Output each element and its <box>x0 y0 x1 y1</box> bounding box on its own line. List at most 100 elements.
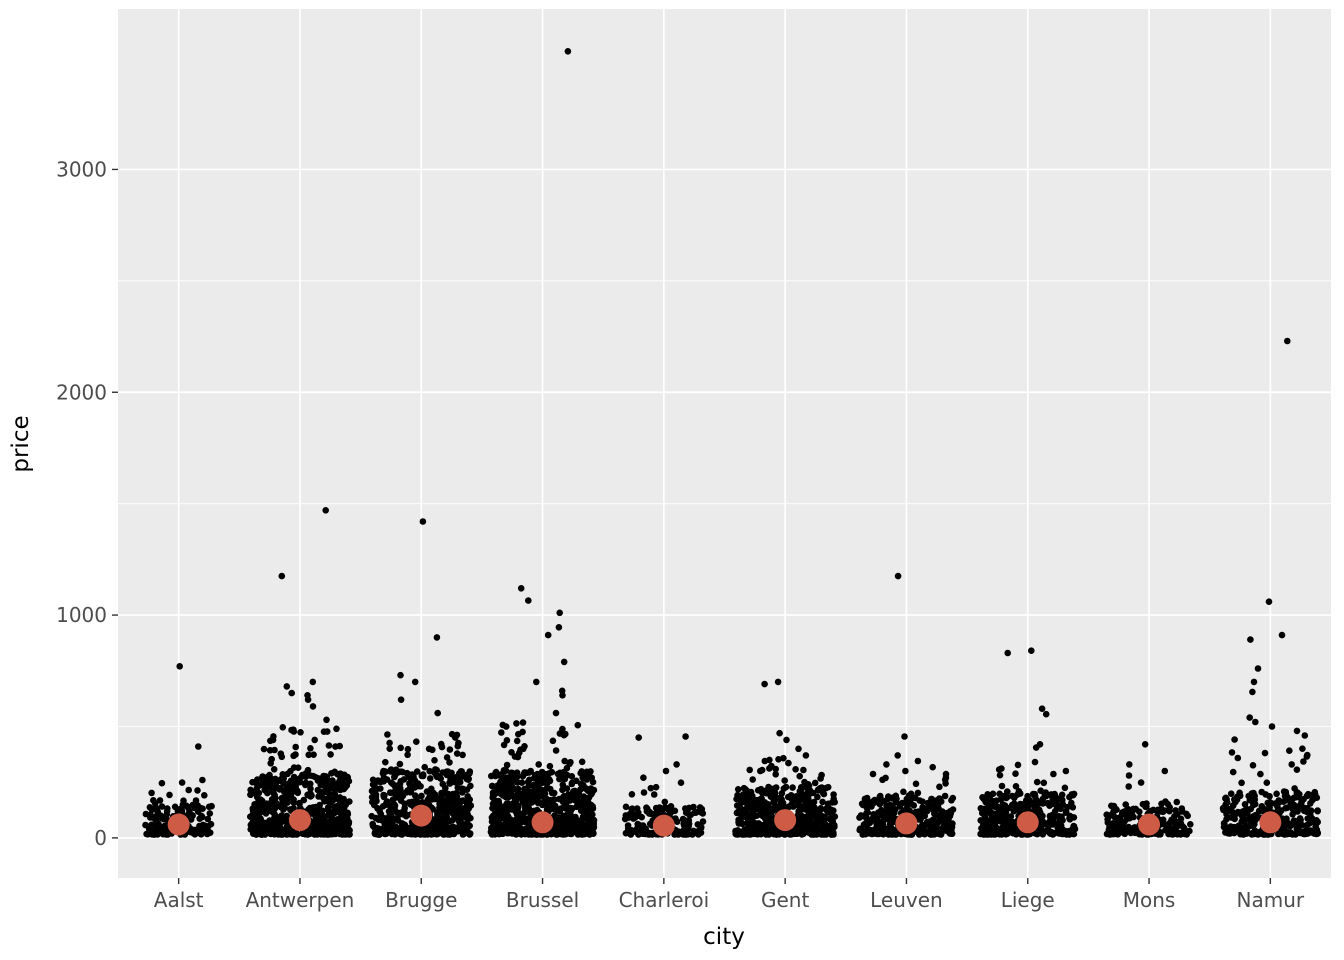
data-point <box>392 766 400 773</box>
data-point <box>780 830 788 838</box>
data-point <box>741 793 748 801</box>
data-point <box>858 800 866 808</box>
data-point <box>1064 803 1071 811</box>
data-point <box>1247 805 1255 813</box>
data-point <box>258 830 266 837</box>
data-point <box>1298 798 1305 805</box>
data-point <box>520 809 528 816</box>
x-tick-label: Brugge <box>385 888 457 912</box>
data-point <box>388 779 395 786</box>
data-point <box>331 768 339 776</box>
data-point <box>637 825 645 833</box>
data-point <box>383 830 390 837</box>
data-point <box>1164 822 1172 830</box>
data-point <box>499 792 507 799</box>
data-point <box>582 815 590 822</box>
data-point <box>746 802 754 809</box>
data-point <box>383 816 391 823</box>
data-point <box>1126 761 1133 768</box>
data-point <box>949 794 957 802</box>
data-point <box>539 801 546 809</box>
data-point <box>586 830 594 837</box>
data-point <box>810 820 818 828</box>
data-point <box>505 793 512 801</box>
data-point <box>552 747 560 754</box>
data-point <box>863 814 870 821</box>
data-point <box>507 825 515 832</box>
data-point <box>802 752 810 759</box>
data-point <box>277 818 285 826</box>
data-point <box>1289 811 1296 818</box>
data-point <box>506 819 513 827</box>
data-point <box>1004 788 1011 795</box>
data-point <box>463 819 471 827</box>
data-point <box>404 745 412 753</box>
data-point <box>454 799 462 806</box>
data-point <box>1257 770 1264 778</box>
data-point <box>260 803 267 810</box>
data-point <box>185 786 192 794</box>
data-point <box>452 732 459 739</box>
data-point <box>400 776 408 783</box>
data-point <box>1039 812 1046 820</box>
data-point <box>896 803 904 810</box>
data-point <box>756 824 764 831</box>
data-point <box>253 806 261 813</box>
data-point <box>550 805 558 813</box>
data-point <box>263 826 271 834</box>
data-point <box>894 752 901 759</box>
data-point <box>767 823 775 830</box>
data-point <box>1014 828 1021 835</box>
data-point <box>260 745 268 753</box>
data-point <box>201 792 208 799</box>
data-point <box>640 789 648 796</box>
data-point <box>742 831 749 838</box>
data-point <box>201 822 209 829</box>
data-point <box>914 757 922 765</box>
data-point <box>253 819 261 826</box>
data-point <box>499 830 507 838</box>
data-point <box>931 807 938 815</box>
data-point <box>739 813 746 820</box>
data-point <box>442 798 450 805</box>
data-point <box>527 812 534 820</box>
data-point <box>1231 736 1238 743</box>
data-point <box>325 742 333 749</box>
data-point <box>387 766 395 773</box>
mean-point <box>895 812 918 835</box>
data-point <box>462 811 469 819</box>
data-point <box>1220 806 1227 814</box>
data-point <box>907 790 915 798</box>
data-point <box>587 824 594 831</box>
data-point <box>307 790 314 797</box>
data-point <box>1111 813 1118 821</box>
data-point <box>518 818 525 826</box>
data-point <box>546 762 554 770</box>
data-point <box>1222 825 1230 832</box>
data-point <box>1249 688 1256 696</box>
x-tick-label: Antwerpen <box>246 888 355 912</box>
data-point <box>543 785 551 792</box>
data-point <box>667 809 674 817</box>
data-point <box>334 808 342 816</box>
data-point <box>262 810 270 817</box>
data-point <box>1167 830 1175 838</box>
data-point <box>1066 831 1073 838</box>
data-point <box>773 827 781 835</box>
data-point <box>942 780 949 787</box>
data-point <box>569 805 576 812</box>
data-point <box>1058 791 1066 799</box>
data-point <box>667 803 675 810</box>
data-point <box>939 808 946 815</box>
data-point <box>399 820 406 827</box>
data-point <box>1267 799 1274 806</box>
data-point <box>1286 822 1294 830</box>
data-point <box>429 746 436 754</box>
data-point <box>629 810 636 818</box>
data-point <box>411 678 419 686</box>
data-point <box>380 792 388 800</box>
data-point <box>894 572 902 580</box>
data-point <box>399 792 407 800</box>
data-point <box>635 809 642 816</box>
